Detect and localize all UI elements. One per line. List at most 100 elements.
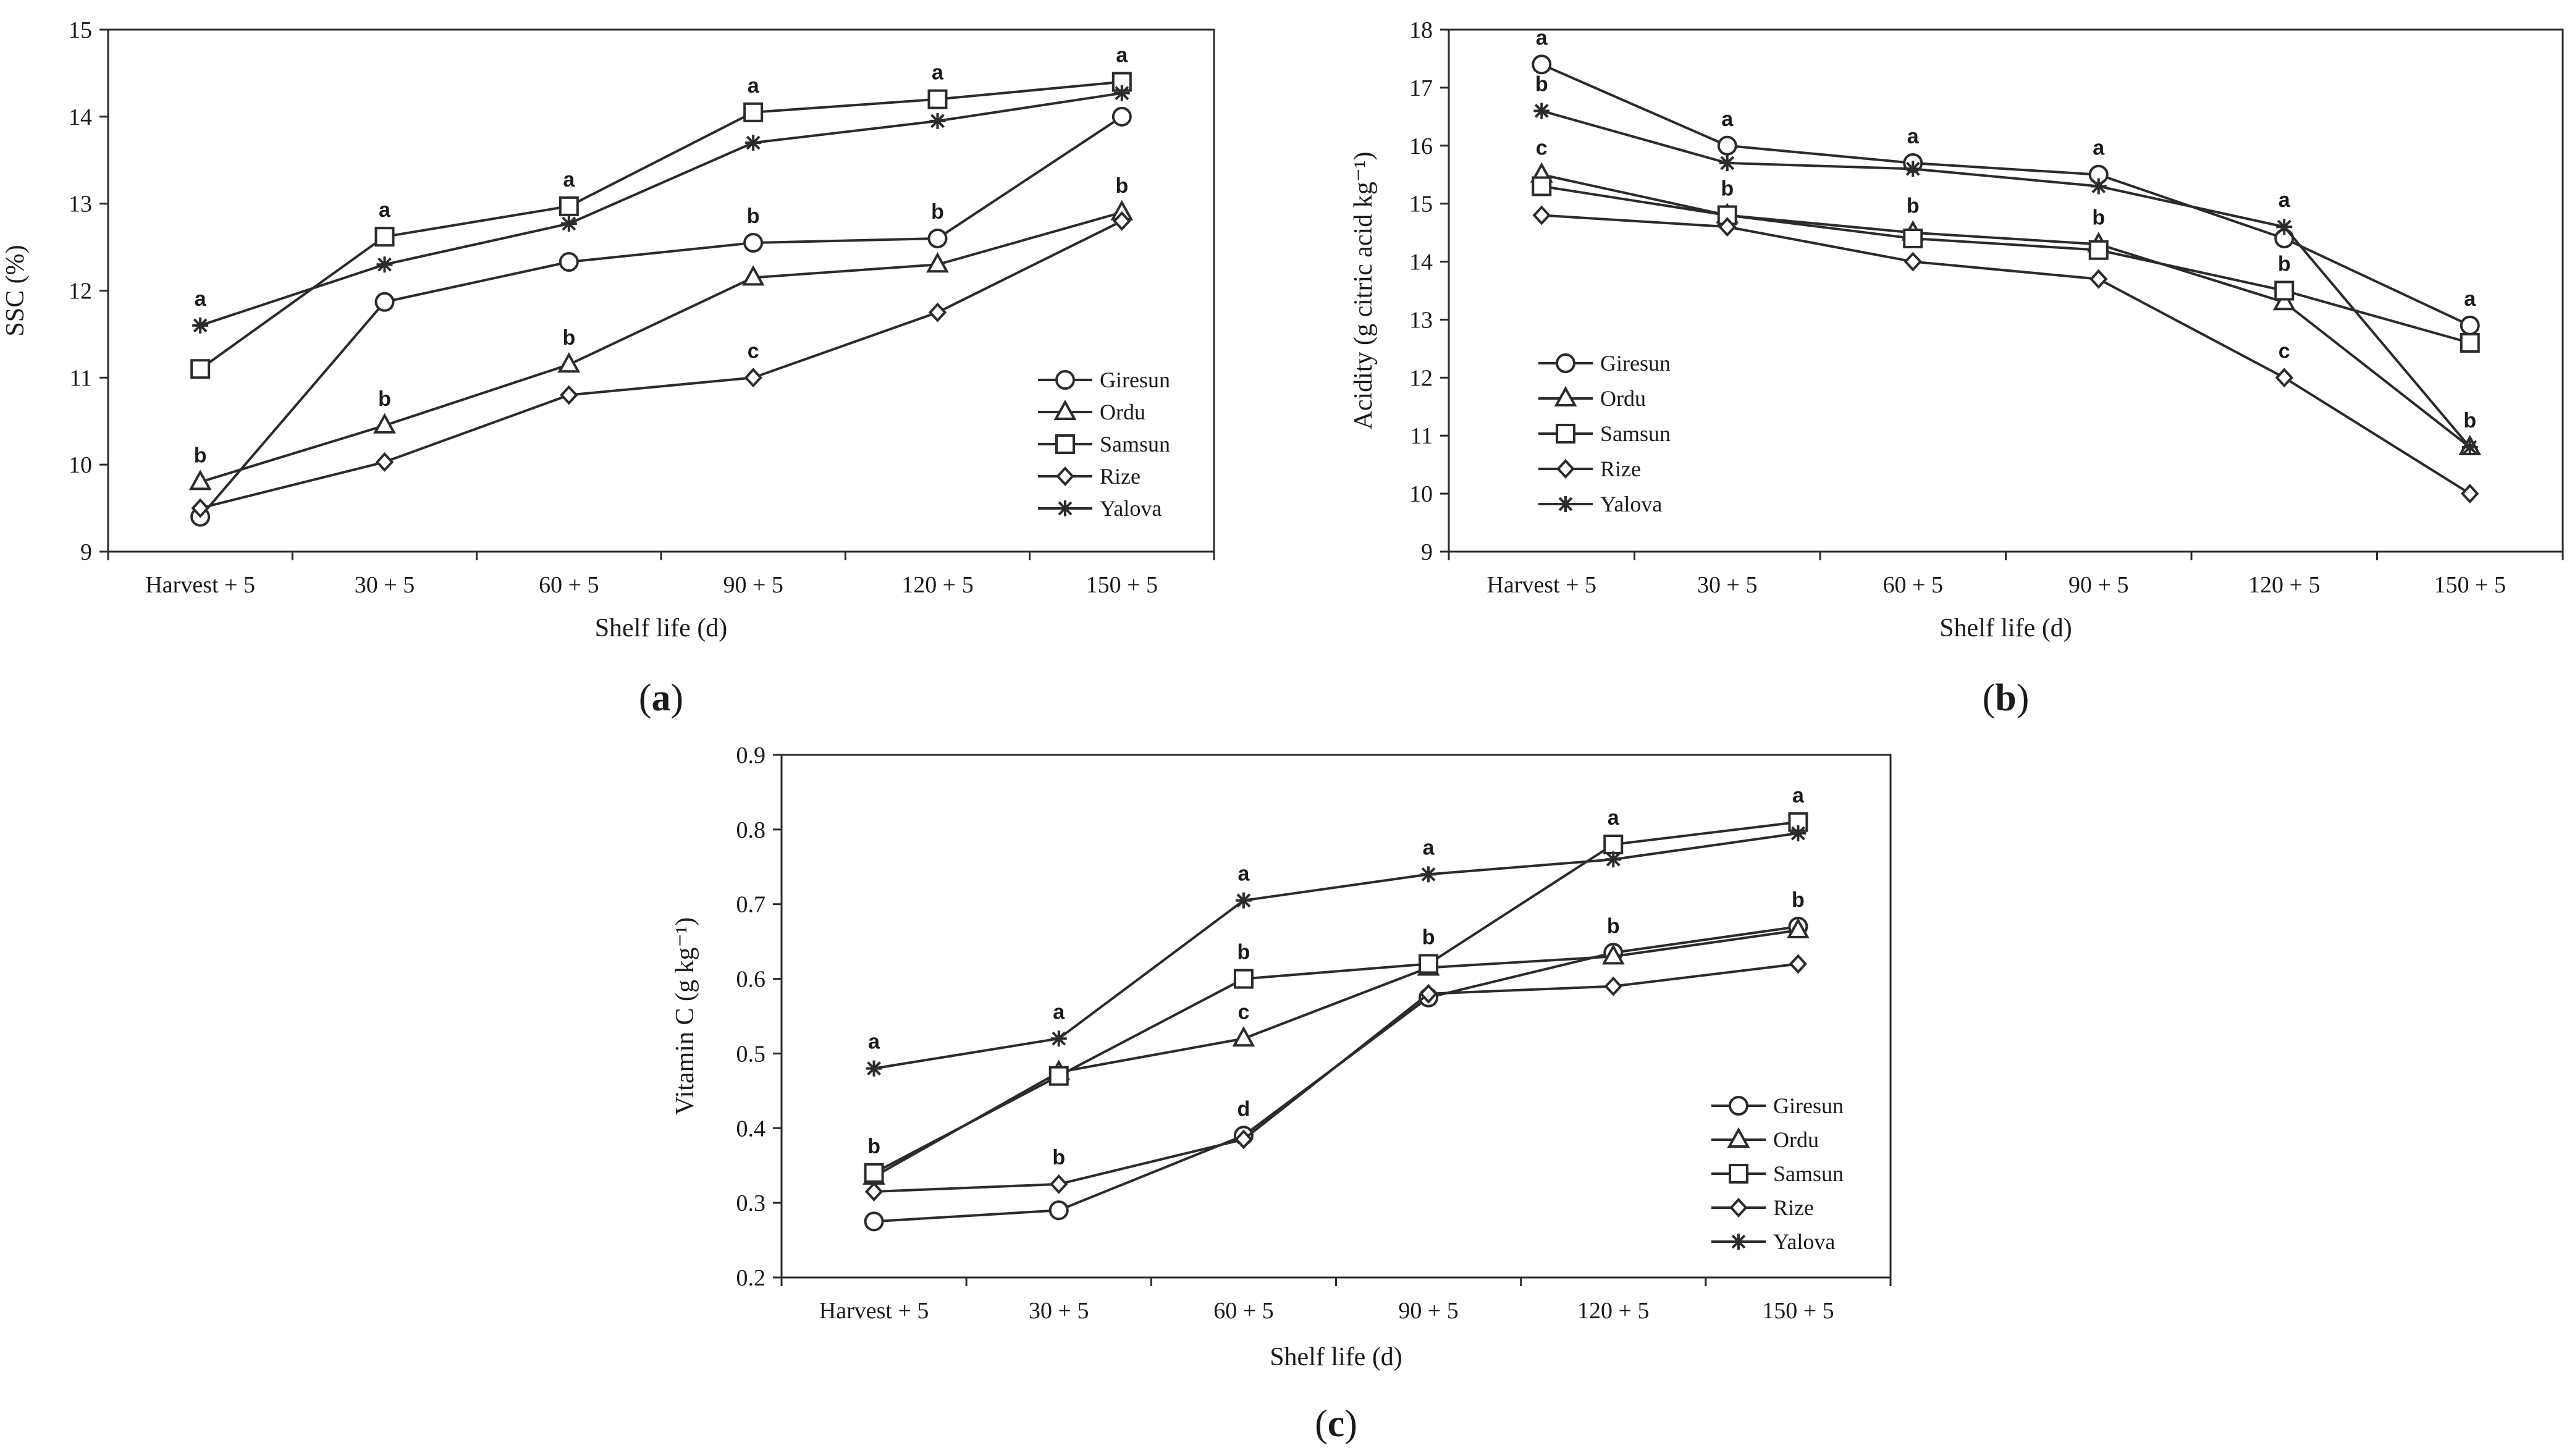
legend: Giresun Ordu Samsun Rize Yalova [1538, 351, 1671, 516]
data-point [1605, 851, 1622, 868]
data-point [1532, 176, 1552, 196]
legend-marker-shape [1053, 399, 1077, 420]
data-point-shape [191, 498, 209, 518]
legend-marker [1729, 1164, 1748, 1184]
data-point [1420, 866, 1437, 883]
significance-letter: a [195, 287, 207, 311]
data-point-shape [2090, 178, 2107, 195]
significance-letter: a [1536, 26, 1548, 49]
data-point-shape [743, 102, 764, 122]
plot-area-frame [107, 28, 1215, 553]
data-point [743, 102, 764, 122]
data-point-shape [560, 385, 578, 405]
data-point [1601, 944, 1625, 965]
series-ordu [862, 917, 1810, 1185]
significance-letter: b [562, 326, 575, 350]
data-point-shape [1420, 866, 1437, 883]
legend-marker-shape [1556, 459, 1575, 479]
data-point-shape [1603, 835, 1624, 855]
panel-letter: c [1328, 1403, 1345, 1445]
data-point-shape [1048, 1200, 1069, 1221]
data-point [2272, 290, 2296, 311]
data-point-shape [1232, 1026, 1255, 1047]
series-line [1541, 173, 2471, 448]
data-point [1419, 983, 1438, 1004]
data-point [1604, 976, 1622, 996]
data-point-shape [2461, 484, 2479, 504]
data-point [744, 368, 762, 388]
data-point [1050, 1030, 1067, 1047]
data-point-shape [1717, 135, 1737, 156]
x-tick-label: Harvest + 5 [819, 1298, 929, 1324]
data-point [376, 256, 393, 273]
data-point [745, 135, 762, 151]
data-point [2276, 219, 2293, 235]
y-tick-label: 0.2 [736, 1265, 766, 1291]
significance-letter: a [748, 74, 760, 98]
data-point-shape [1233, 969, 1254, 989]
significance-letter: c [1238, 1000, 1249, 1024]
significance-letter: b [1115, 174, 1128, 198]
legend-label: Rize [1100, 464, 1141, 489]
data-point-shape [1234, 1129, 1253, 1150]
y-tick-label: 13 [69, 191, 92, 217]
legend-marker [1727, 1127, 1750, 1148]
data-point [866, 1060, 882, 1077]
series-giresun [1532, 54, 2480, 335]
x-tick-label: 90 + 5 [723, 572, 783, 598]
data-point [926, 252, 949, 273]
data-point-shape [374, 292, 395, 312]
data-point [1113, 85, 1130, 101]
data-point [192, 317, 209, 334]
data-point-shape [1419, 983, 1438, 1004]
data-point [1232, 1026, 1255, 1047]
significance-letter: a [868, 1030, 880, 1054]
data-point [927, 229, 948, 248]
series-ordu [188, 200, 1134, 490]
y-tick-label: 0.8 [736, 817, 766, 843]
data-point-shape [864, 1182, 883, 1201]
series-rize [1532, 205, 2479, 504]
series-line [1541, 185, 2471, 344]
series-samsun [864, 812, 1808, 1183]
significance-letter: b [1792, 888, 1805, 912]
y-tick-label: 15 [69, 17, 92, 43]
legend-marker-shape [1055, 434, 1075, 454]
y-axis-title: SSC (%) [1, 245, 30, 336]
legend-marker [1731, 1234, 1747, 1250]
y-tick-label: 0.3 [736, 1190, 766, 1216]
significance-letter: a [1907, 125, 1920, 148]
significance-letter: a [1721, 107, 1734, 131]
data-point [559, 252, 579, 272]
data-point [864, 1211, 884, 1232]
significance-letter: b [1907, 195, 1920, 218]
data-point [188, 469, 212, 490]
series-giresun [190, 106, 1132, 527]
data-point [741, 265, 765, 286]
data-point-shape [559, 252, 579, 272]
y-tick-label: 10 [1409, 481, 1433, 507]
data-point [191, 498, 209, 518]
x-tick-label: 150 + 5 [1762, 1298, 1834, 1324]
significance-letter: b [747, 204, 760, 228]
legend-marker-shape [1729, 1198, 1748, 1218]
data-point [864, 1163, 884, 1183]
data-point-shape [374, 227, 395, 247]
y-tick-label: 9 [80, 539, 92, 565]
y-tick-label: 17 [1409, 75, 1433, 101]
x-tick-label: 30 + 5 [1697, 572, 1757, 598]
data-point-shape [192, 317, 209, 334]
data-point-shape [2461, 439, 2478, 455]
significance-letter: b [1052, 1146, 1065, 1169]
significance-letter: a [1238, 862, 1250, 886]
data-point-shape [743, 233, 764, 253]
significance-letter: a [2093, 137, 2105, 160]
data-point-shape [927, 229, 948, 248]
significance-letter: d [1238, 1097, 1250, 1121]
data-point-shape [1904, 251, 1922, 272]
x-tick-label: 60 + 5 [539, 572, 599, 598]
series-line [1541, 63, 2471, 327]
x-tick-label: Harvest + 5 [145, 572, 255, 598]
data-point-shape [188, 469, 212, 490]
legend-marker [1556, 459, 1575, 479]
